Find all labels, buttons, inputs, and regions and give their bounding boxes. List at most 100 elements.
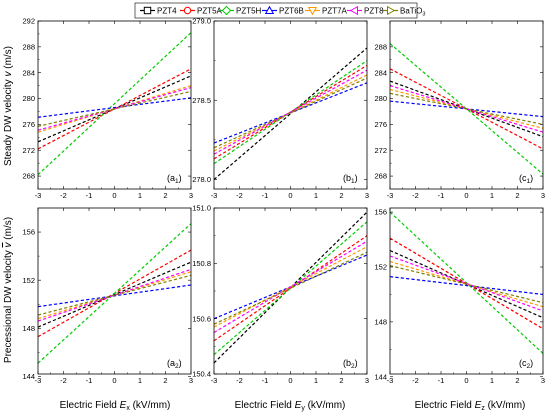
row1-ylabel: Steady DW velocity v (m/s) [3,46,14,166]
series-line-batio3 [214,251,367,325]
x-tick-label: -2 [412,376,419,385]
x-tick-label: -2 [60,191,67,200]
legend-marker-triangle-up [264,5,275,14]
legend-marker-circle [183,6,192,15]
plot-frame [213,20,368,190]
series-line-pzt5a [38,68,191,150]
x-tick-label: -2 [412,191,419,200]
xlabel-c: Electric Field Ez (kV/mm) [415,400,526,412]
series-line-batio3 [390,265,543,304]
x-tick-label: -3 [211,376,218,385]
y-tick-label: 150.6 [192,314,211,323]
x-tick-label: -3 [211,191,218,200]
y-tick-label: 279.0 [192,17,211,26]
x-tick-label: 0 [464,191,468,200]
x-tick-label: -2 [236,191,243,200]
plot-frame [37,20,192,190]
legend-entry-batio: BaTiO3 [383,5,425,18]
series-line-pzt7a [214,246,367,328]
legend-entry-pzt8: PZT8 [347,5,384,16]
x-tick-label: 0 [288,191,292,200]
axis-labels: Steady DW velocity v (m/s) Precessional … [3,46,525,412]
series-group [38,32,191,176]
x-tick-label: 3 [365,191,369,200]
y-tick-label: 268 [374,172,387,181]
series-group [390,211,543,354]
x-tick-label: 3 [189,191,193,200]
series-line-pzt4 [214,47,367,180]
y-tick-label: 280 [374,94,387,103]
x-tick-label: 0 [112,376,116,385]
x-tick-label: -3 [387,191,394,200]
series-line-pzt8 [38,86,191,131]
x-tick-label: 2 [163,191,167,200]
y-tick-label: 276 [374,120,387,129]
y-tick-label: 156 [22,228,35,237]
y-tick-label: 276 [22,120,35,129]
series-line-pzt6b [38,284,191,308]
y-tick-label: 150.4 [192,370,211,379]
x-tick-label: -1 [438,191,445,200]
x-tick-label: 3 [189,376,193,385]
series-line-pzt6b [390,276,543,296]
y-tick-label: 151.0 [192,204,211,213]
series-line-pzt5h [214,221,367,356]
legend-entry-pzt6b: PZT6B [262,5,304,16]
plot-frame [389,20,544,190]
series-line-pzt5h [390,43,543,175]
x-tick-label: 1 [490,376,494,385]
x-tick-label: -1 [262,376,269,385]
x-tick-label: 2 [515,191,519,200]
legend-label: PZT4 [157,7,177,16]
x-tick-label: -3 [35,376,42,385]
x-tick-label: 3 [365,376,369,385]
y-tick-label: 268 [22,172,35,181]
y-tick-label: 280 [22,94,35,103]
x-tick-label: -2 [60,376,67,385]
x-tick-label: 2 [515,376,519,385]
panel-label: (c2) [519,358,533,370]
legend-marker-triangle-right [387,5,396,16]
series-line-pzt5a [214,235,367,342]
panel-b1: -3 -2 -1 0 1 2 3 278.0 278.5 279.0 (b1) [192,17,369,200]
y-tick-label: 284 [22,68,35,77]
x-tick-label: 0 [112,191,116,200]
y-tick-label: 272 [22,146,35,155]
x-tick-label: 1 [138,191,142,200]
legend-label: PZT5H [236,7,262,16]
plot-frame [389,207,544,375]
xlabel-b: Electric Field Ey (kV/mm) [235,400,346,412]
legend-marker-triangle-left [349,5,358,16]
y-tick-label: 156 [374,208,387,217]
y-tick-label: 148 [374,317,387,326]
legend-entry-pzt5h: PZT5H [219,5,262,16]
plot-frame [213,207,368,375]
series-line-batio3 [38,274,191,316]
series-line-pzt7a [390,88,543,129]
panel-label: (a2) [167,358,182,370]
y-tick-label: 288 [374,42,387,51]
y-tick-label: 292 [22,17,35,26]
y-tick-label: 278.0 [192,175,211,184]
legend-entry-pzt7a: PZT7A [305,7,348,16]
series-line-batio3 [38,90,191,127]
series-line-pzt5h [38,223,191,364]
panel-label: (b2) [343,358,358,370]
x-tick-label: -1 [262,191,269,200]
row2-ylabel: Precessional DW velocity v (m/s) [3,217,14,363]
y-tick-label: 150.8 [192,259,211,268]
x-tick-label: -3 [387,376,394,385]
y-tick-label: 148 [22,324,35,333]
series-group [390,43,543,175]
x-tick-label: 0 [464,376,468,385]
series-line-batio3 [214,77,367,149]
series-line-pzt5h [390,211,543,354]
plot-frame [37,207,192,375]
x-tick-label: 1 [314,191,318,200]
panel-a1: -3 -2 -1 0 1 2 3 268 272 276 280 284 288 292 (a1) [22,17,193,200]
x-tick-label: -1 [438,376,445,385]
x-tick-label: 2 [163,376,167,385]
y-tick-label: 272 [374,146,387,155]
